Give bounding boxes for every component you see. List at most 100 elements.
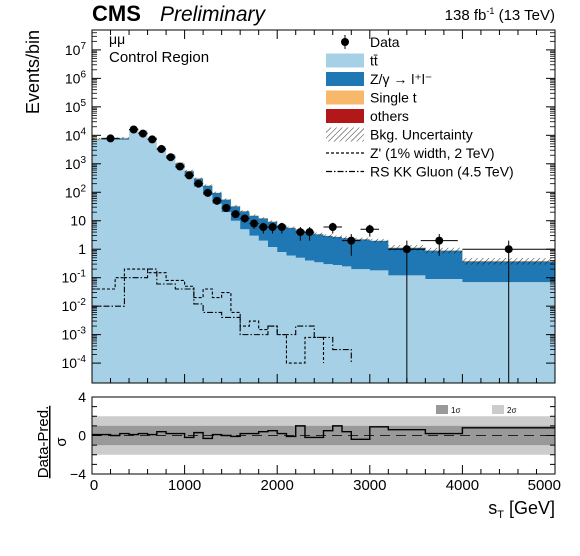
- data-point: [175, 162, 185, 171]
- uncertainty-band: [425, 247, 463, 254]
- y-tick-exponent: -1: [77, 269, 86, 280]
- main-frame: [91, 29, 556, 384]
- data-point: [295, 227, 305, 241]
- data-marker: [231, 210, 240, 219]
- preliminary-label: Preliminary: [160, 3, 267, 26]
- data-point: [420, 234, 458, 256]
- y-tick-exponent: 7: [80, 41, 86, 52]
- main-panel: [92, 125, 555, 383]
- legend-label: Z/γ → l⁺l⁻: [370, 71, 432, 87]
- uncertainty-band: [267, 220, 278, 223]
- data-marker: [240, 214, 249, 223]
- data-marker: [328, 223, 337, 232]
- uncertainty-band: [323, 234, 333, 238]
- uncertainty-band: [314, 232, 324, 236]
- data-point: [156, 145, 167, 154]
- ratio-y-denominator: σ: [53, 437, 70, 447]
- data-marker: [106, 134, 115, 143]
- signal-curves: [92, 268, 352, 364]
- uncertainty-band: [351, 237, 370, 241]
- y-axis-label: Events/bin: [23, 30, 43, 114]
- data-marker: [166, 153, 175, 162]
- data-point: [184, 171, 194, 180]
- x-axis-subscript: T: [497, 509, 504, 521]
- uncertainty-band: [332, 235, 343, 239]
- data-marker: [259, 223, 268, 232]
- uncertainty-band: [212, 191, 222, 194]
- data-marker: [175, 162, 184, 171]
- legend-swatch: [326, 90, 364, 105]
- legend-label: Single t: [370, 90, 417, 106]
- data-point: [342, 234, 361, 256]
- luminosity-label: 138 fb-1 (13 TeV): [445, 6, 555, 24]
- zprime-signal-line: [92, 268, 325, 364]
- data-marker: [194, 179, 203, 188]
- data-point: [230, 210, 241, 219]
- uncertainty-band: [203, 184, 213, 187]
- band-legend-label: 1σ: [451, 406, 460, 415]
- lumi-energy: (13 TeV): [494, 7, 555, 24]
- legend-entry: Z' (1% width, 2 TeV): [326, 145, 495, 161]
- data-point: [267, 222, 278, 234]
- data-marker: [402, 245, 411, 254]
- x-axis-symbol: s: [488, 498, 497, 518]
- data-point: [147, 135, 157, 144]
- ratio-y-label: Data-Pred. σ: [35, 406, 70, 479]
- main-axes: 10-4 10-3 10-2 10-1 1 10 102 103 104 105 106 107: [62, 30, 556, 383]
- data-marker: [347, 236, 356, 245]
- ratio-y-numerator: Data-Pred.: [35, 406, 52, 479]
- uncertainty-band: [249, 214, 259, 217]
- ratio-y-tick-label: 4: [78, 389, 86, 405]
- data-point: [193, 179, 204, 188]
- data-point: [462, 240, 555, 383]
- legend-label: tt̄: [370, 53, 378, 69]
- legend-entry: Z/γ → l⁺l⁻: [326, 71, 432, 87]
- data-points: [101, 125, 555, 383]
- data-point: [221, 204, 231, 213]
- y-tick-exponent: 6: [80, 69, 86, 80]
- lumi-exponent: -1: [486, 6, 494, 16]
- data-point: [258, 222, 268, 234]
- data-marker: [148, 135, 157, 144]
- data-point: [360, 224, 380, 237]
- uncertainty-band: [184, 169, 194, 172]
- data-point: [323, 222, 343, 234]
- data-point: [212, 196, 222, 205]
- legend-entry: Data: [341, 34, 400, 50]
- data-point: [304, 227, 315, 241]
- uncertainty-band: [286, 226, 296, 229]
- data-marker: [504, 245, 513, 254]
- y-tick-exponent: -2: [77, 297, 86, 308]
- legend-swatch: [326, 72, 364, 86]
- data-marker: [213, 196, 222, 205]
- x-axis-label: sT [GeV]: [488, 498, 555, 521]
- y-tick-label: 1: [78, 241, 86, 257]
- x-tick-label: 3000: [353, 477, 386, 494]
- data-marker: [157, 145, 166, 154]
- x-tick-label: 2000: [261, 477, 294, 494]
- legend-entry: Bkg. Uncertainty: [326, 127, 473, 143]
- uncertainty-band: [240, 210, 250, 212]
- y-tick-label: 102: [65, 183, 87, 200]
- band-legend-swatch: [436, 405, 448, 414]
- uncertainty-band: [119, 137, 130, 139]
- ratio-y-tick-label: 0: [78, 428, 86, 444]
- y-tick-label: 106: [65, 69, 87, 86]
- data-marker: [365, 225, 374, 234]
- uncertainty-band: [193, 177, 204, 180]
- data-marker: [250, 219, 259, 228]
- data-point: [101, 134, 120, 143]
- uncertainty-band: [221, 198, 231, 201]
- data-point: [138, 129, 148, 138]
- x-tick-label: 1000: [168, 477, 201, 494]
- data-marker: [185, 171, 194, 180]
- data-marker: [435, 236, 444, 245]
- ratio-panel: 1σ 2σ: [92, 405, 555, 455]
- legend-label: others: [370, 108, 409, 124]
- channel-label: μμ: [109, 31, 125, 47]
- data-point: [129, 125, 139, 134]
- cms-label: CMS: [92, 1, 141, 26]
- x-tick-label: 0: [90, 477, 98, 494]
- data-point: [388, 240, 426, 383]
